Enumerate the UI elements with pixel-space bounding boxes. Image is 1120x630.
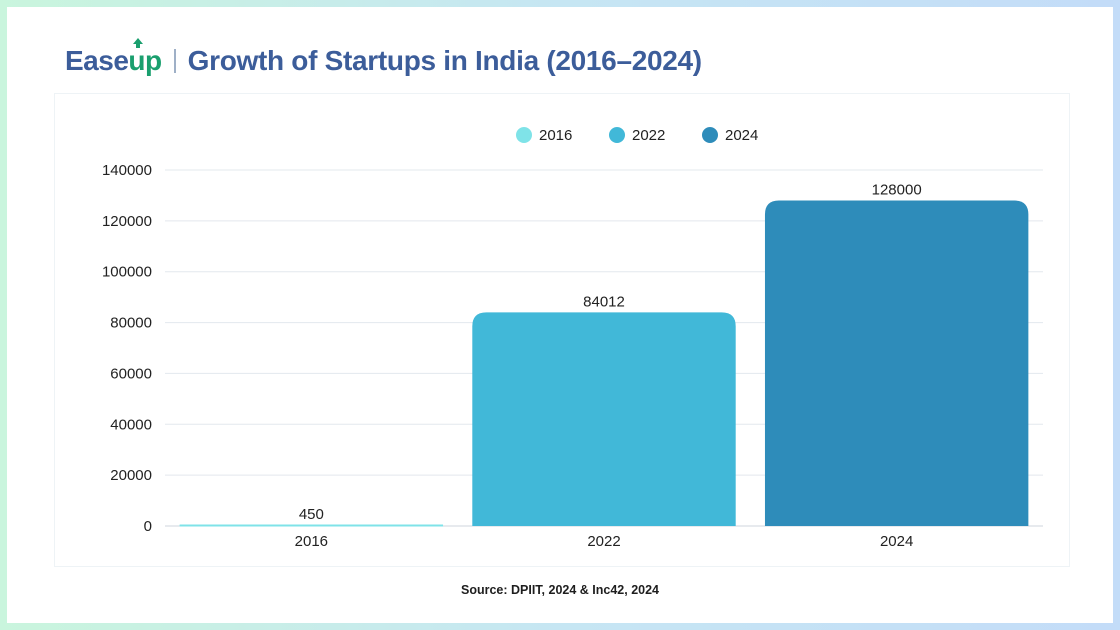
- bar-chart: 2016 2022 2024 0 20000 40000 60000 80000 100000…: [102, 127, 1043, 550]
- plot-area: 2016 2022 2024 0 20000 40000 60000 80000 100000…: [54, 93, 1070, 567]
- easeup-logo: Ease u p: [65, 38, 162, 75]
- legend-marker-2016: [516, 127, 532, 143]
- header: Ease u p Growth of Startups in India (2016…: [65, 38, 703, 79]
- chart-legend: 2016 2022 2024: [516, 127, 758, 144]
- y-tick-label: 40000: [110, 416, 152, 433]
- source-note: Source: DPIIT, 2024 & Inc42, 2024: [460, 583, 660, 597]
- y-tick-label: 100000: [102, 264, 152, 281]
- chart-title: Growth of Startups in India (2016–2024): [187, 45, 703, 76]
- y-tick-label: 120000: [102, 213, 152, 230]
- bar-2022: [472, 312, 736, 526]
- y-tick-label: 0: [144, 518, 152, 535]
- header-divider: [173, 49, 176, 73]
- y-tick-label: 60000: [110, 365, 152, 382]
- legend-label: 2024: [725, 127, 758, 144]
- legend-marker-2022: [609, 127, 625, 143]
- chart-card: Ease u p Growth of Startups in India (2016…: [7, 7, 1113, 623]
- y-tick-label: 140000: [102, 162, 152, 179]
- up-arrow-icon: u: [128, 38, 146, 75]
- x-tick-label: 2016: [295, 533, 328, 550]
- legend-marker-2024: [702, 127, 718, 143]
- bars: [179, 200, 1029, 527]
- data-label: 128000: [872, 182, 922, 199]
- y-tick-label: 20000: [110, 467, 152, 484]
- x-tick-label: 2024: [880, 533, 913, 550]
- legend-label: 2022: [632, 127, 665, 144]
- y-axis: 0 20000 40000 60000 80000 100000 120000 140000: [102, 162, 152, 535]
- legend-label: 2016: [539, 127, 572, 144]
- x-axis: 2016 2022 2024: [295, 533, 914, 550]
- bar-2024: [764, 200, 1029, 526]
- x-tick-label: 2022: [587, 533, 620, 550]
- data-labels: 450 84012 128000: [299, 182, 922, 523]
- data-label: 84012: [583, 293, 625, 310]
- data-label: 450: [299, 506, 324, 523]
- y-tick-label: 80000: [110, 315, 152, 332]
